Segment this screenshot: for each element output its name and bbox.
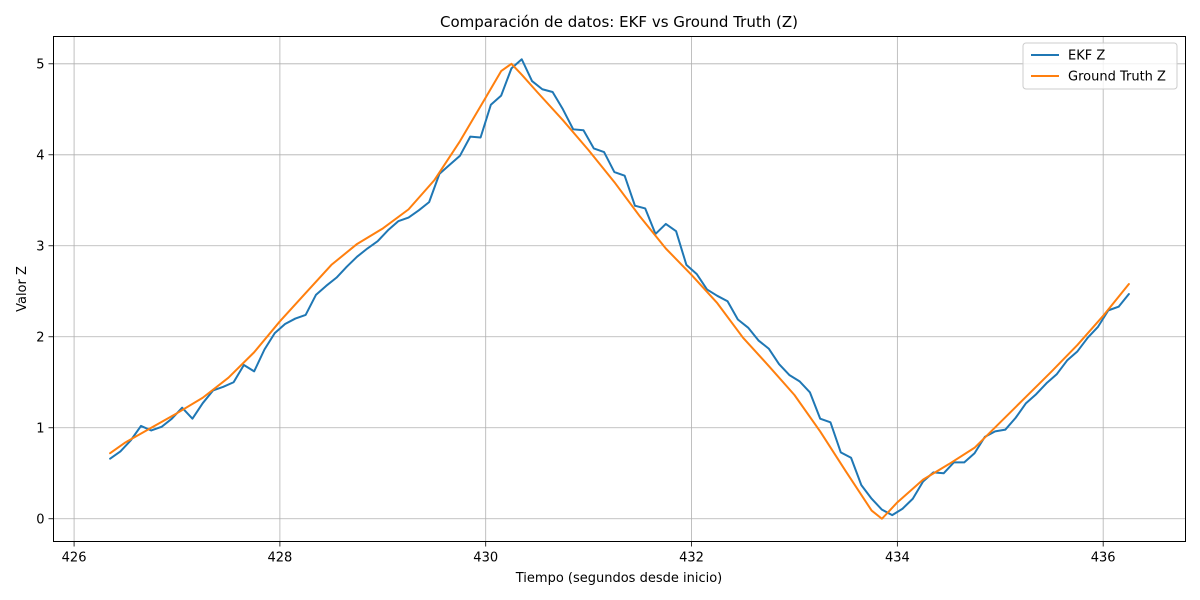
y-tick-label: 3 (36, 239, 44, 254)
x-tick-label: 430 (473, 551, 498, 566)
y-axis-title: Valor Z (15, 266, 30, 312)
y-tick-label: 2 (36, 330, 44, 345)
legend-label: EKF Z (1068, 49, 1105, 64)
series-line-ekf-z (109, 58, 1130, 517)
x-tick-label: 436 (1091, 551, 1116, 566)
y-axis: 0 1 2 3 4 5 (36, 57, 54, 527)
series-line-ground-truth-z (109, 62, 1130, 520)
legend-box (1022, 42, 1178, 90)
y-tick-label: 4 (36, 148, 44, 163)
x-axis: 426 428 430 432 434 436 (62, 541, 1116, 566)
chart-title: Comparación de datos: EKF vs Ground Trut… (440, 13, 798, 31)
x-tick-label: 428 (267, 551, 292, 566)
x-tick-label: 434 (885, 551, 910, 566)
legend-label: Ground Truth Z (1068, 70, 1166, 85)
y-tick-label: 1 (36, 421, 44, 436)
x-tick-label: 426 (62, 551, 87, 566)
plot-frame (53, 36, 1186, 542)
y-tick-label: 5 (36, 57, 44, 72)
x-axis-title: Tiempo (segundos desde inicio) (515, 571, 723, 586)
y-tick-label: 0 (36, 512, 44, 527)
x-tick-label: 432 (679, 551, 704, 566)
legend: EKF Z Ground Truth Z (1022, 42, 1178, 90)
grid (53, 36, 1186, 542)
series-lines (109, 58, 1130, 520)
